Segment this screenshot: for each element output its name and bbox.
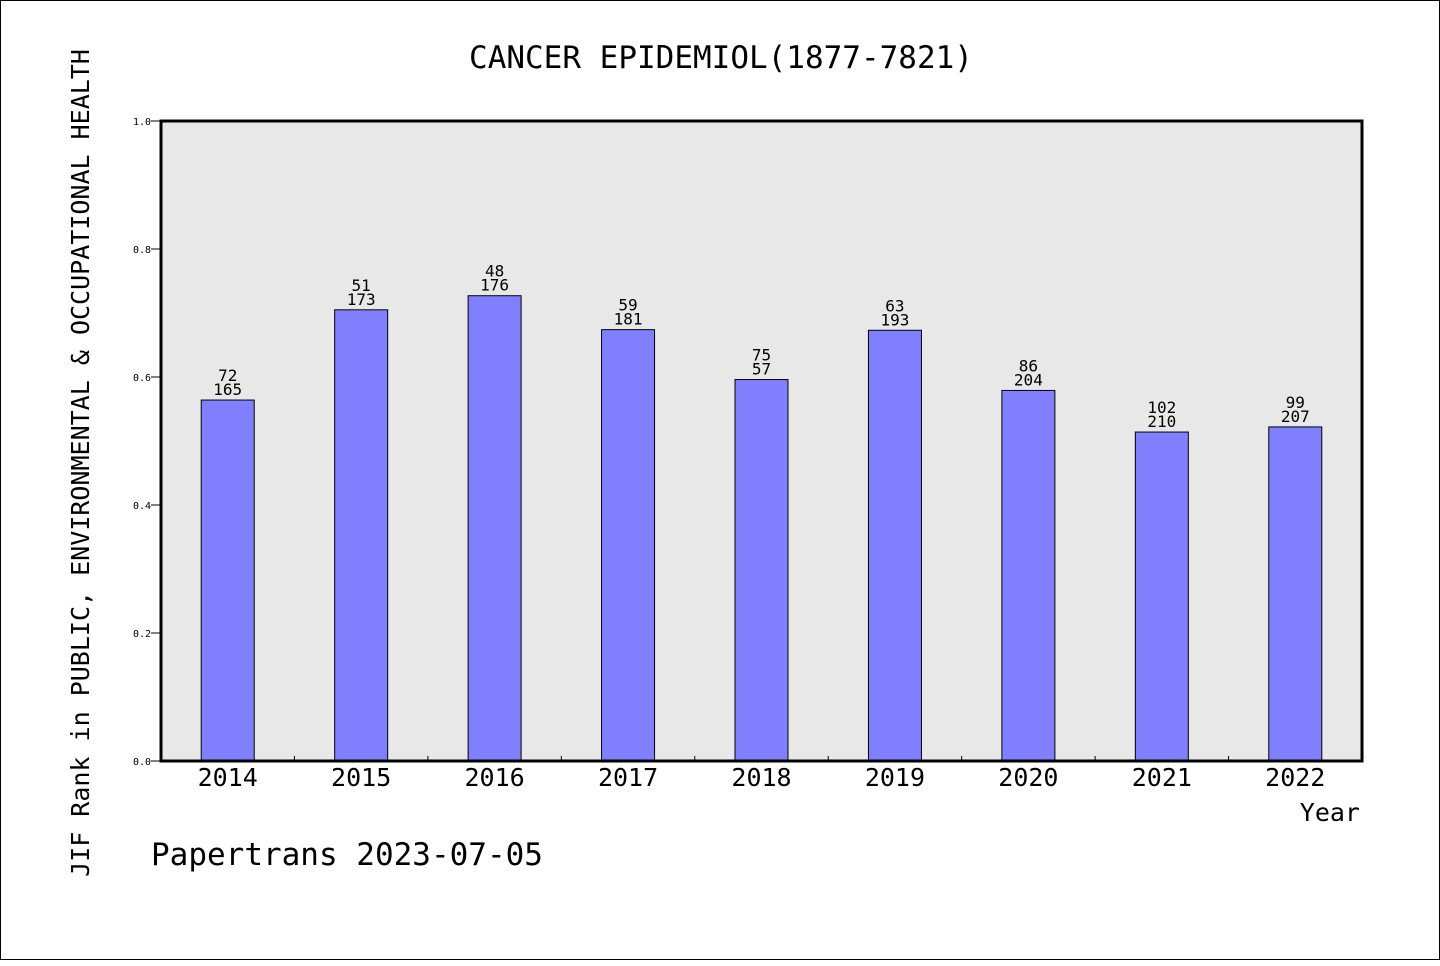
bar-total-label-2022: 207 xyxy=(1281,407,1310,426)
y-tick-label-0.4: 0.4 xyxy=(133,501,151,512)
y-tick-label-1.0: 1.0 xyxy=(133,117,151,128)
x-tick-label-2017: 2017 xyxy=(598,763,658,792)
bar-rank-label-2020: 86 xyxy=(1019,356,1038,375)
y-tick-label-0.2: 0.2 xyxy=(133,629,151,640)
bar-rank-label-2018: 75 xyxy=(752,346,771,365)
bar-2014 xyxy=(200,399,255,762)
bar-2021 xyxy=(1134,431,1189,762)
bar-2018 xyxy=(734,379,789,762)
bar-total-label-2021: 210 xyxy=(1147,412,1176,431)
x-tick-label-2022: 2022 xyxy=(1265,763,1325,792)
y-axis-label: JIF Rank in PUBLIC, ENVIRONMENTAL & OCCU… xyxy=(66,49,95,877)
bar-total-label-2018: 57 xyxy=(752,360,771,379)
bar-rank-label-2022: 99 xyxy=(1286,393,1305,412)
x-tick-label-2014: 2014 xyxy=(198,763,258,792)
x-tick-label-2016: 2016 xyxy=(465,763,525,792)
x-tick-label-2020: 2020 xyxy=(998,763,1058,792)
chart-title: CANCER EPIDEMIOL(1877-7821) xyxy=(469,40,973,76)
bar-total-label-2019: 193 xyxy=(880,310,909,329)
x-tick-label-2015: 2015 xyxy=(331,763,391,792)
bar-2022 xyxy=(1268,426,1323,762)
bar-series xyxy=(200,295,1323,762)
x-tick-label-2018: 2018 xyxy=(731,763,791,792)
footer-credit: Papertrans 2023-07-05 xyxy=(151,837,543,873)
x-tick-label-2019: 2019 xyxy=(865,763,925,792)
bar-2017 xyxy=(601,329,656,762)
bar-rank-label-2014: 72 xyxy=(218,366,237,385)
bar-rank-label-2019: 63 xyxy=(885,296,904,315)
x-axis-label: Year xyxy=(1300,798,1360,827)
bar-rank-label-2021: 102 xyxy=(1147,398,1176,417)
bar-rank-label-2016: 48 xyxy=(485,262,504,281)
y-tick-label-0.0: 0.0 xyxy=(133,757,151,768)
y-axis: 0.0 0.2 0.4 0.6 0.8 1.0 xyxy=(133,117,161,768)
bar-2015 xyxy=(334,309,389,762)
bar-rank-label-2015: 51 xyxy=(352,276,371,295)
x-axis: 2014 2015 2016 2017 2018 2019 2020 2021 2022 xyxy=(198,756,1325,792)
bar-total-label-2016: 176 xyxy=(480,276,509,295)
bar-total-label-2017: 181 xyxy=(614,310,643,329)
bar-2019 xyxy=(867,329,922,762)
bar-rank-label-2017: 59 xyxy=(618,296,637,315)
bar-2016 xyxy=(467,295,522,762)
bar-total-label-2020: 204 xyxy=(1014,370,1043,389)
y-tick-label-0.8: 0.8 xyxy=(133,245,151,256)
x-tick-label-2021: 2021 xyxy=(1132,763,1192,792)
bar-total-label-2015: 173 xyxy=(347,290,376,309)
bar-2020 xyxy=(1001,389,1056,762)
y-tick-label-0.6: 0.6 xyxy=(133,373,151,384)
plot-border xyxy=(159,119,1364,763)
bar-total-label-2014: 165 xyxy=(213,380,242,399)
